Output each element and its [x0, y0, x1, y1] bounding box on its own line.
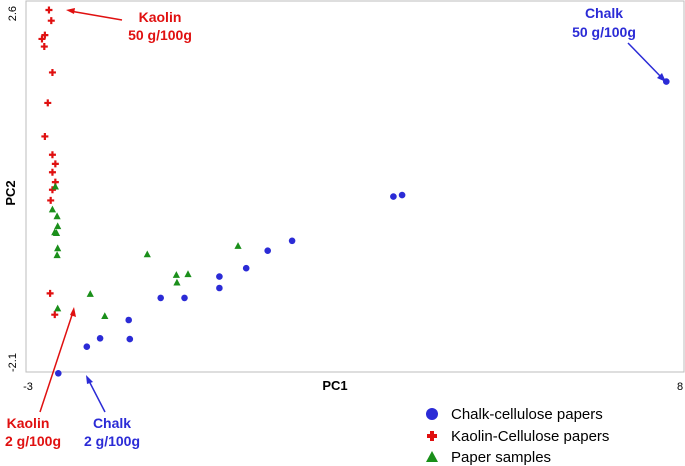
- kaolin-point-9: [48, 151, 56, 159]
- chalk-point-10: [242, 264, 250, 272]
- chalk-2-label-line1: Chalk: [93, 415, 131, 431]
- kaolin-50-arrowhead: [66, 8, 75, 14]
- legend-label-chalk: Chalk-cellulose papers: [451, 406, 603, 423]
- sample-point-5: [52, 229, 61, 236]
- kaolin-point-2: [47, 17, 55, 25]
- legend-marker-samples: [426, 451, 438, 462]
- sample-point-9: [86, 290, 94, 297]
- sample-point-8: [54, 304, 62, 312]
- sample-point-15: [234, 242, 242, 249]
- legend-marker-chalk: [426, 408, 438, 420]
- chalk-point-13: [390, 193, 397, 200]
- kaolin-2-label-line1: Kaolin: [7, 415, 50, 431]
- kaolin-point-6: [48, 68, 56, 76]
- kaolin-point-13: [48, 186, 56, 194]
- kaolin-point-7: [44, 99, 52, 107]
- legend-label-kaolin: Kaolin-Cellulose papers: [451, 428, 609, 445]
- sample-point-1: [54, 222, 62, 230]
- kaolin-2-arrow: [39, 311, 74, 413]
- kaolin-2-arrowhead: [70, 307, 76, 317]
- chalk-point-6: [157, 294, 164, 302]
- chalk-50-arrowhead: [657, 73, 666, 82]
- y-tick-min: -2.1: [7, 353, 19, 372]
- sample-point-13: [173, 278, 181, 286]
- kaolin-point-16: [51, 311, 59, 319]
- sample-point-11: [143, 250, 151, 258]
- y-tick-max: 2.6: [7, 6, 19, 21]
- sample-point-7: [53, 251, 61, 259]
- annotations-layer: Kaolin 50 g/100g Chalk 50 g/100g Kaolin …: [5, 5, 666, 449]
- sample-point-12: [172, 271, 180, 278]
- plot-area-frame: [25, 0, 685, 373]
- kaolin-point-14: [47, 196, 55, 204]
- legend-marker-kaolin: [427, 431, 437, 441]
- sample-point-16: [51, 182, 59, 190]
- chalk-2-arrow: [87, 378, 106, 413]
- x-tick-min: -3: [23, 381, 33, 393]
- chalk-point-1: [55, 370, 62, 377]
- sample-point-6: [54, 244, 62, 252]
- chalk-point-12: [288, 237, 296, 245]
- chalk-50-arrow: [627, 42, 665, 81]
- chalk-point-9: [216, 273, 223, 280]
- sample-point-10: [101, 312, 109, 320]
- chalk-point-2: [83, 343, 91, 351]
- kaolin-point-3: [41, 31, 49, 39]
- chalk-point-4: [126, 335, 134, 343]
- kaolin-point-4: [38, 35, 46, 43]
- legend: Chalk-cellulose papers Kaolin-Cellulose …: [426, 406, 609, 466]
- kaolin-point-10: [51, 160, 59, 168]
- kaolin-50-label-line1: Kaolin: [139, 9, 182, 25]
- kaolin-point-8: [41, 132, 49, 140]
- chalk-2-arrowhead: [86, 375, 93, 384]
- chalk-point-3: [96, 335, 104, 342]
- chalk-point-7: [181, 294, 188, 302]
- x-tick-max: 8: [677, 381, 683, 393]
- data-points-layer: [38, 6, 670, 377]
- sample-point-3: [48, 205, 57, 213]
- chalk-2-label-line2: 2 g/100g: [84, 433, 140, 449]
- legend-label-samples: Paper samples: [451, 449, 551, 466]
- chalk-50-label-line2: 50 g/100g: [572, 24, 636, 40]
- sample-point-2: [53, 212, 61, 220]
- kaolin-point-5: [40, 43, 48, 51]
- chalk-point-8: [216, 284, 223, 292]
- sample-point-14: [184, 270, 192, 278]
- kaolin-50-arrow: [69, 10, 123, 21]
- kaolin-2-label-line2: 2 g/100g: [5, 433, 61, 449]
- x-axis-label: PC1: [322, 378, 347, 393]
- chalk-point-14: [398, 191, 406, 199]
- y-axis-label: PC2: [3, 180, 18, 205]
- kaolin-point-11: [48, 168, 56, 176]
- kaolin-point-1: [45, 6, 53, 14]
- chalk-point-11: [264, 247, 272, 254]
- kaolin-point-12: [51, 178, 59, 186]
- kaolin-point-15: [46, 289, 54, 297]
- chalk-point-5: [125, 316, 132, 324]
- chalk-50-label-line1: Chalk: [585, 5, 623, 21]
- kaolin-50-label-line2: 50 g/100g: [128, 27, 192, 43]
